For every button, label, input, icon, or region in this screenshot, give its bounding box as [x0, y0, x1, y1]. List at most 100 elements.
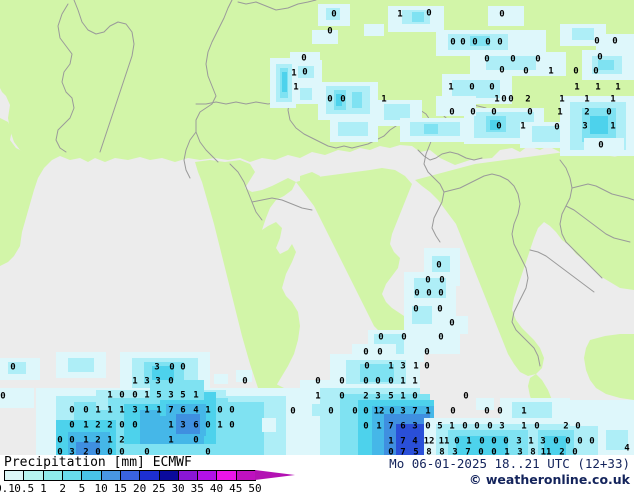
precip-value: 2 [584, 107, 590, 118]
precipitation-colorbar[interactable] [4, 470, 256, 481]
precip-value: 3 [540, 436, 546, 447]
precip-value: 0 [132, 390, 138, 401]
precip-value: 3 [375, 391, 381, 402]
precip-value: 0 [169, 362, 175, 373]
precip-value: 0 [69, 420, 75, 431]
precip-value: 0 [168, 376, 174, 387]
precip-value: 0 [496, 121, 502, 132]
precip-value: 2 [119, 435, 125, 446]
precip-value: 0 [331, 9, 337, 20]
precip-value: 0 [527, 107, 533, 118]
precip-value: 0 [491, 107, 497, 118]
precip-value: 0 [523, 66, 529, 77]
precip-value: 1 [381, 94, 387, 105]
precip-value: 0 [375, 376, 381, 387]
precip-value: 3 [452, 447, 458, 455]
precip-value: 1 [400, 391, 406, 402]
precip-value: 0 [425, 421, 431, 432]
precip-value: 2 [95, 420, 101, 431]
precip-value: 0 [363, 347, 369, 358]
precip-value: 2 [107, 420, 113, 431]
precip-value: 0 [499, 9, 505, 20]
precip-value: 0 [425, 275, 431, 286]
precip-value: 0 [0, 391, 6, 402]
precip-value: 0 [205, 447, 211, 455]
precip-value: 1 [610, 94, 616, 105]
precip-value: 0 [352, 406, 358, 417]
precip-value: 3 [144, 376, 150, 387]
precip-value: 0 [438, 288, 444, 299]
precip-value: 0 [454, 436, 460, 447]
precip-value: 0 [594, 36, 600, 47]
precip-value: 1 [95, 405, 101, 416]
precip-value: 0 [107, 447, 113, 455]
precip-value: 1 [107, 405, 113, 416]
precip-value: 1 [193, 390, 199, 401]
precip-value: 7 [400, 447, 406, 455]
precip-value: 0 [606, 107, 612, 118]
precip-value: 0 [463, 391, 469, 402]
precip-value: 0 [510, 54, 516, 65]
precip-value: 1 [412, 376, 418, 387]
colorbar-segment-0 [5, 471, 25, 480]
precip-value: 0 [144, 447, 150, 455]
precip-value: 0 [363, 376, 369, 387]
precip-value: 0 [426, 288, 432, 299]
precip-value: 5 [388, 391, 394, 402]
precip-value: 0 [69, 405, 75, 416]
precip-value: 1 [397, 9, 403, 20]
colorbar-segment-9 [178, 471, 199, 480]
precip-value: 0 [229, 420, 235, 431]
precip-value: 5 [156, 390, 162, 401]
precip-value: 1 [168, 420, 174, 431]
precip-value: 0 [487, 421, 493, 432]
precip-value: 0 [414, 288, 420, 299]
precip-value: 4 [193, 405, 199, 416]
precip-value: 0 [462, 421, 468, 432]
precip-value: 0 [593, 66, 599, 77]
precip-value: 0 [302, 67, 308, 78]
precip-value: 0 [499, 65, 505, 76]
precip-value: 0 [10, 362, 16, 373]
precip-value: 6 [180, 405, 186, 416]
precip-value: 0 [437, 304, 443, 315]
precip-value: 11 [438, 436, 450, 447]
precip-value: 0 [485, 37, 491, 48]
precip-value: 4 [624, 443, 630, 454]
precip-value: 0 [424, 361, 430, 372]
precip-value: 12 [423, 436, 435, 447]
precip-value: 0 [497, 37, 503, 48]
precip-value: 0 [242, 376, 248, 387]
precip-value: 0 [469, 82, 475, 93]
colorbar-segment-6 [120, 471, 141, 480]
precip-value: 1 [144, 390, 150, 401]
colorbar-segment-2 [43, 471, 63, 480]
precip-value: 4 [412, 436, 418, 447]
precip-value: 7 [388, 421, 394, 432]
colorbar-segment-4 [82, 471, 102, 480]
precip-value: 1 [144, 405, 150, 416]
precip-value: 0 [503, 436, 509, 447]
precip-value: 0 [327, 94, 333, 105]
precip-value: 0 [69, 435, 75, 446]
precip-value: 1 [107, 390, 113, 401]
precip-value: 0 [439, 275, 445, 286]
precip-value: 0 [598, 140, 604, 151]
precip-value: 1 [388, 361, 394, 372]
precip-value: 0 [363, 406, 369, 417]
precip-value: 0 [388, 447, 394, 455]
precip-value: 5 [180, 390, 186, 401]
precip-value: 0 [57, 435, 63, 446]
precip-value: 0 [449, 107, 455, 118]
precip-value: 8 [530, 447, 536, 455]
precipitation-layer [0, 4, 634, 455]
model-run-timestamp: Mo 06-01-2025 18..21 UTC (12+33) [389, 456, 630, 471]
precip-value: 0 [573, 66, 579, 77]
precip-value: 2 [559, 447, 565, 455]
precip-value: 1 [615, 82, 621, 93]
precip-value: 0 [450, 406, 456, 417]
precip-value: 3 [180, 420, 186, 431]
